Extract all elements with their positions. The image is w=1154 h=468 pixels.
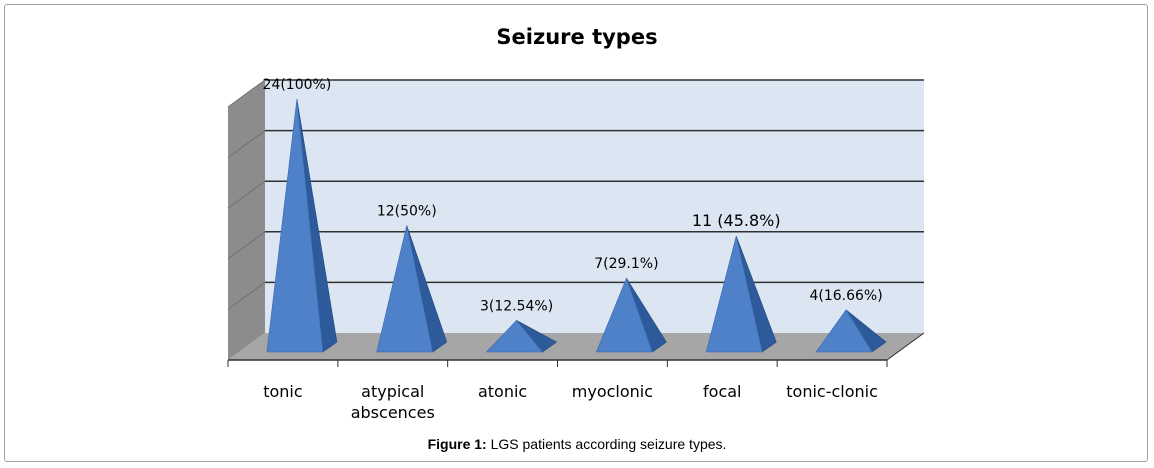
gridline-side (227, 130, 266, 159)
bar (485, 319, 544, 353)
x-axis: tonic atypical abscences atonic myoclonic foc… (227, 360, 888, 422)
gridline-side (227, 231, 266, 260)
gridline-side (227, 281, 266, 310)
data-label: 11 (45.8%) (692, 211, 781, 230)
x-tick-label: abscences (351, 403, 435, 422)
chart-walls (228, 80, 924, 360)
x-tick-label: tonic (263, 382, 302, 401)
back-wall (265, 80, 924, 333)
figure-caption: Figure 1: LGS patients according seizure… (0, 436, 1154, 452)
side-wall (228, 80, 265, 360)
bar (266, 98, 324, 353)
caption-text: LGS patients according seizure types. (486, 436, 727, 452)
data-label: 12(50%) (377, 204, 437, 220)
x-tick-label: atonic (478, 382, 527, 401)
data-label: 3(12.54%) (480, 298, 553, 314)
x-tick-label: atypical (361, 382, 424, 401)
data-label: 24(100%) (263, 77, 332, 93)
data-label: 4(16.66%) (809, 288, 882, 304)
gridline-side (227, 79, 266, 108)
gridline-side (227, 180, 266, 209)
chart-data-labels: 24(100%) 12(50%) 3(12.54%) 7(29.1%) 11 (45.8… (263, 77, 883, 314)
bar (815, 309, 873, 353)
data-label: 7(29.1%) (594, 256, 658, 272)
chart-title: Seizure types (496, 25, 657, 49)
x-tick-label: myoclonic (572, 382, 653, 401)
figure-frame (4, 4, 1148, 462)
caption-label: Figure 1: (427, 436, 487, 452)
bar (595, 277, 653, 353)
bar (705, 235, 763, 353)
chart-bars (266, 98, 887, 353)
floor-edge-right (886, 332, 925, 361)
x-tick-label: tonic-clonic (786, 382, 878, 401)
bar (376, 225, 434, 353)
x-tick-label: focal (703, 382, 741, 401)
